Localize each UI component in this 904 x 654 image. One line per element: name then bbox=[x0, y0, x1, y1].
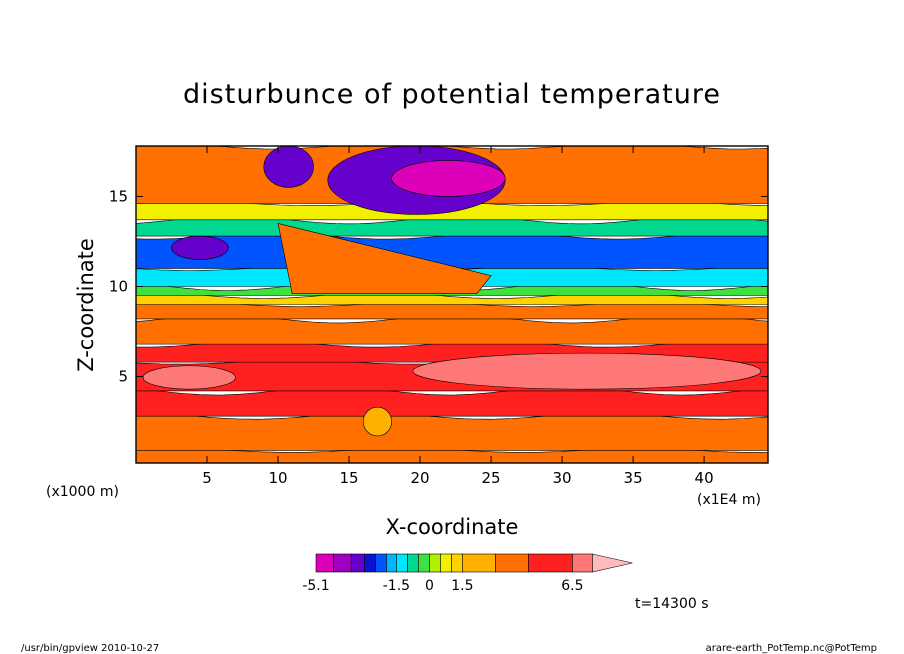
colorbar-label-4: 6.5 bbox=[561, 578, 583, 594]
colorbar-swatch-14 bbox=[528, 553, 573, 573]
contour-feature-7 bbox=[362, 406, 392, 437]
contour-band-6 bbox=[136, 302, 768, 320]
colorbar-swatch-6 bbox=[396, 553, 408, 573]
contour-band-10 bbox=[136, 232, 768, 269]
colorbar-swatch-2 bbox=[350, 553, 365, 573]
colorbar-label-3: 1.5 bbox=[451, 578, 473, 594]
contour-band-5 bbox=[136, 314, 768, 345]
x-axis-units: (x1E4 m) bbox=[697, 492, 761, 508]
colorbar-swatch-12 bbox=[462, 553, 496, 573]
colorbar-swatch-9 bbox=[429, 553, 441, 573]
contour-feature-6 bbox=[277, 223, 492, 294]
colorbar-swatch-0 bbox=[315, 553, 334, 573]
x-tick-label-4: 25 bbox=[482, 469, 501, 487]
colorbar-label-1: -1.5 bbox=[383, 578, 410, 594]
footer-right: arare-earth_PotTemp.nc@PotTemp bbox=[706, 643, 877, 654]
x-tick-label-1: 10 bbox=[268, 469, 287, 487]
colorbar-swatch-15 bbox=[572, 553, 593, 573]
colorbar-label-0: -5.1 bbox=[302, 578, 329, 594]
colorbar-swatch-13 bbox=[495, 553, 529, 573]
chart-title: disturbunce of potential temperature bbox=[183, 79, 721, 110]
x-tick-label-5: 30 bbox=[553, 469, 572, 487]
x-tick-label-6: 35 bbox=[624, 469, 643, 487]
contour-feature-4 bbox=[263, 146, 314, 188]
contour-feature-5 bbox=[171, 235, 229, 260]
x-tick-label-0: 5 bbox=[202, 469, 212, 487]
y-tick-label-1: 10 bbox=[109, 277, 128, 295]
colorbar-swatch-11 bbox=[451, 553, 463, 573]
colorbar-swatch-10 bbox=[440, 553, 452, 573]
colorbar: -5.1 -1.5 0 1.5 6.5 bbox=[302, 553, 633, 594]
x-tick-label-3: 20 bbox=[410, 469, 429, 487]
x-tick-label-2: 15 bbox=[339, 469, 358, 487]
footer-left: /usr/bin/gpview 2010-10-27 bbox=[21, 643, 159, 654]
y-axis-label: Z-coordinate bbox=[74, 238, 98, 372]
axes: 5 10 15 20 25 30 35 40 5 10 15 bbox=[109, 146, 768, 487]
y-tick-label-0: 5 bbox=[118, 368, 128, 386]
plot-frame bbox=[135, 145, 769, 464]
x-axis-label: X-coordinate bbox=[386, 515, 519, 539]
x-tick-label-7: 40 bbox=[695, 469, 714, 487]
colorbar-swatch-4 bbox=[375, 553, 387, 573]
y-axis-units: (x1000 m) bbox=[46, 484, 119, 500]
contour-band-2 bbox=[136, 386, 768, 417]
contour-feature-3 bbox=[391, 160, 506, 197]
colorbar-swatch-5 bbox=[386, 553, 397, 573]
colorbar-swatch-1 bbox=[333, 553, 352, 573]
contour-feature-0 bbox=[142, 365, 236, 390]
contour-feature-1 bbox=[412, 352, 762, 390]
colorbar-swatch-8 bbox=[418, 553, 430, 573]
colorbar-label-2: 0 bbox=[425, 578, 434, 594]
colorbar-swatch-3 bbox=[364, 553, 376, 573]
time-label: t=14300 s bbox=[635, 596, 709, 612]
contour-band-1 bbox=[136, 412, 768, 451]
contour-plot-area bbox=[136, 146, 768, 463]
colorbar-swatch-16 bbox=[592, 553, 633, 573]
colorbar-swatch-7 bbox=[407, 553, 419, 573]
y-tick-label-2: 15 bbox=[109, 187, 128, 205]
